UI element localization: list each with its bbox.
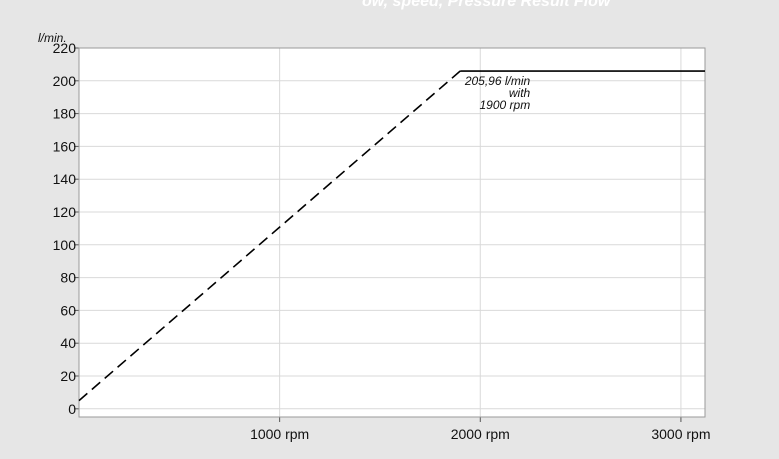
annotation-text: 205,96 l/min (464, 74, 531, 88)
y-tick-label: 120 (53, 204, 77, 220)
annotation-text: 1900 rpm (480, 98, 531, 112)
plot-border (78, 47, 706, 418)
series-lines (78, 70, 705, 402)
y-tick-label: 40 (60, 335, 76, 351)
y-tick-label: 100 (53, 237, 77, 253)
y-tick-label: 60 (60, 302, 76, 318)
y-tick-label: 160 (53, 138, 77, 154)
x-tick-label: 2000 rpm (451, 426, 510, 442)
y-axis-label: l/min. (38, 31, 67, 45)
y-tick-label: 140 (53, 171, 77, 187)
x-tick-label: 1000 rpm (250, 426, 309, 442)
y-tick-label: 200 (53, 73, 77, 89)
y-tick-labels: 0 20 40 60 80 100 120 140 160 180 200 220 (53, 40, 77, 417)
top-caption: ow, speed, Pressure Result Flow (362, 0, 612, 10)
axes (74, 47, 706, 422)
plot-area (79, 48, 705, 417)
x-tick-labels: 1000 rpm 2000 rpm 3000 rpm (250, 426, 710, 442)
y-tick-label: 0 (68, 401, 76, 417)
y-tick-label: 20 (60, 368, 76, 384)
y-tick-label: 180 (53, 106, 77, 122)
x-tick-label: 3000 rpm (651, 426, 710, 442)
annotation-text: with (509, 86, 531, 100)
y-tick-label: 80 (60, 270, 76, 286)
y-tick-label: 220 (53, 40, 77, 56)
